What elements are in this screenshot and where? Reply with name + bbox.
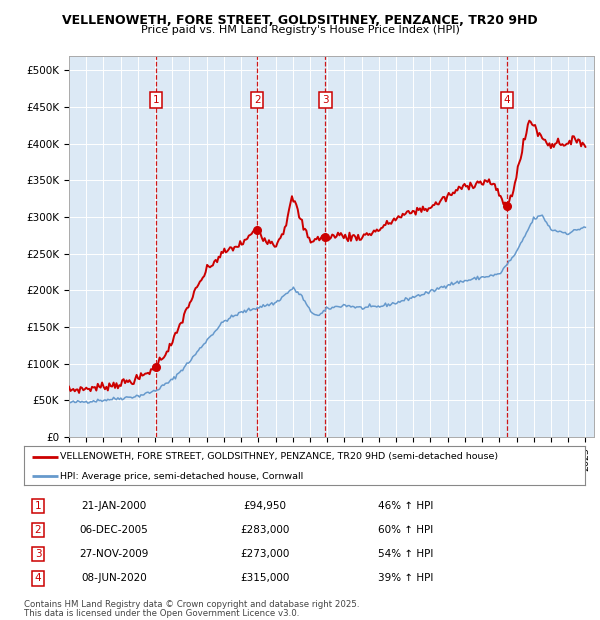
Text: 54% ↑ HPI: 54% ↑ HPI xyxy=(378,549,433,559)
Text: 21-JAN-2000: 21-JAN-2000 xyxy=(81,501,146,511)
Text: 46% ↑ HPI: 46% ↑ HPI xyxy=(378,501,433,511)
Text: 1: 1 xyxy=(35,501,41,511)
Text: 3: 3 xyxy=(35,549,41,559)
Text: £315,000: £315,000 xyxy=(241,574,290,583)
Text: 60% ↑ HPI: 60% ↑ HPI xyxy=(378,525,433,535)
Text: 1: 1 xyxy=(152,95,160,105)
Text: 06-DEC-2005: 06-DEC-2005 xyxy=(79,525,148,535)
Text: This data is licensed under the Open Government Licence v3.0.: This data is licensed under the Open Gov… xyxy=(24,609,299,618)
Text: £94,950: £94,950 xyxy=(244,501,287,511)
Text: HPI: Average price, semi-detached house, Cornwall: HPI: Average price, semi-detached house,… xyxy=(61,472,304,481)
Text: 08-JUN-2020: 08-JUN-2020 xyxy=(81,574,146,583)
Text: 4: 4 xyxy=(35,574,41,583)
Text: 2: 2 xyxy=(254,95,260,105)
Text: 3: 3 xyxy=(322,95,329,105)
Text: £283,000: £283,000 xyxy=(241,525,290,535)
Text: £273,000: £273,000 xyxy=(241,549,290,559)
Text: 39% ↑ HPI: 39% ↑ HPI xyxy=(378,574,433,583)
Text: Price paid vs. HM Land Registry's House Price Index (HPI): Price paid vs. HM Land Registry's House … xyxy=(140,25,460,35)
Text: 4: 4 xyxy=(503,95,510,105)
Text: VELLENOWETH, FORE STREET, GOLDSITHNEY, PENZANCE, TR20 9HD (semi-detached house): VELLENOWETH, FORE STREET, GOLDSITHNEY, P… xyxy=(61,452,499,461)
Text: VELLENOWETH, FORE STREET, GOLDSITHNEY, PENZANCE, TR20 9HD: VELLENOWETH, FORE STREET, GOLDSITHNEY, P… xyxy=(62,14,538,27)
Text: Contains HM Land Registry data © Crown copyright and database right 2025.: Contains HM Land Registry data © Crown c… xyxy=(24,600,359,609)
Text: 27-NOV-2009: 27-NOV-2009 xyxy=(79,549,148,559)
Text: 2: 2 xyxy=(35,525,41,535)
